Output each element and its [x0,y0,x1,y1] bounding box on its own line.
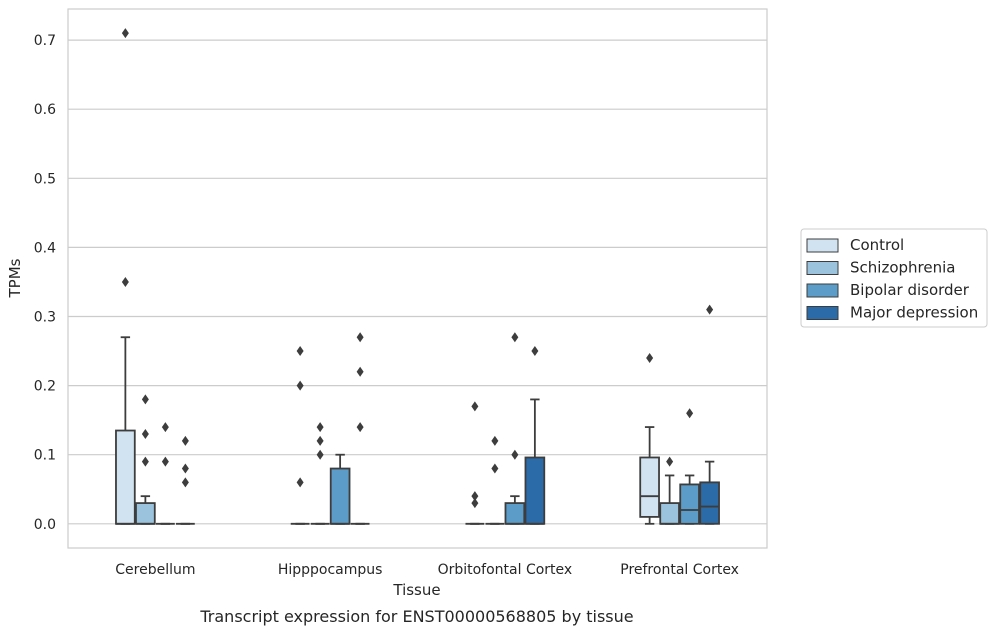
outlier-point [296,380,304,391]
outlier-point [706,304,714,315]
x-tick-label: Prefrontal Cortex [620,562,739,578]
box-3-1 [659,456,680,525]
outlier-point [181,435,189,446]
box-0-2 [155,422,175,525]
box-2-0 [465,401,485,525]
legend-swatch [806,261,839,275]
legend-frame [800,228,988,328]
legend-label: Control [850,236,904,254]
box-1-2 [329,453,351,525]
box-3-2 [679,408,700,525]
legend-swatch [806,306,839,320]
box-body [135,502,156,525]
outlier-point [181,463,189,474]
box-body [639,456,660,518]
outlier-point [121,276,129,287]
x-axis-title: Tissue [392,581,440,599]
y-tick-label: 0.2 [34,379,56,395]
legend-swatch [806,238,839,253]
outlier-point [471,498,479,509]
y-tick-label: 0.5 [34,171,56,187]
outlier-point [141,456,149,467]
box-0-3 [175,435,195,525]
outlier-point [471,401,479,412]
y-tick-label: 0.3 [34,310,56,326]
outlier-point [666,456,674,467]
x-tick-label: Cerebellum [115,562,195,578]
box-body [329,467,351,525]
box-body [699,481,720,525]
outlier-point [471,491,479,502]
outlier-point [161,422,169,433]
box-2-2 [504,332,526,525]
outlier-point [316,422,324,433]
y-tick-label: 0.4 [34,240,56,256]
y-axis-title: TPMs [6,258,24,298]
box-body [115,429,136,525]
outlier-point [491,463,499,474]
outlier-point [181,477,189,488]
x-tick-label: Hipppocampus [278,562,383,578]
outlier-point [316,449,324,460]
box-2-1 [485,435,505,525]
y-tick-label: 0.7 [34,33,56,49]
y-axis-ticks: 0.0 0.1 0.2 0.3 0.4 0.5 0.6 0.7 [34,33,56,533]
plot-frame [67,8,768,549]
outlier-point [161,456,169,467]
grid-lines [68,39,767,525]
box-1-3 [350,332,370,525]
legend: Control Schizophrenia Bipolar disorder Majo… [800,228,988,328]
y-tick-label: 0.1 [34,448,56,464]
y-tick-label: 0.6 [34,102,56,118]
y-tick-label: 0.0 [34,517,56,533]
legend-swatch [806,283,839,298]
outlier-point [356,332,364,343]
outlier-point [646,352,654,363]
box-1-1 [310,422,330,525]
box-2-3 [524,346,546,525]
legend-label: Schizophrenia [850,259,955,277]
legend-label: Major depression [850,304,978,322]
plot-marks [115,28,720,525]
outlier-point [296,477,304,488]
box-0-1 [135,394,156,525]
outlier-point [316,435,324,446]
box-body [679,483,700,525]
box-body [524,456,546,525]
x-tick-label: Orbitofontal Cortex [438,562,573,578]
legend-label: Bipolar disorder [850,281,970,299]
box-0-0 [115,28,136,525]
x-axis-ticks: Cerebellum Hipppocampus Orbitofontal Corte… [115,562,739,578]
outlier-point [531,346,539,357]
box-3-0 [639,352,660,525]
outlier-point [296,346,304,357]
outlier-point [511,332,519,343]
outlier-point [686,408,694,419]
outlier-point [491,435,499,446]
chart-caption: Transcript expression for ENST0000056880… [199,607,633,626]
box-body [659,502,680,525]
box-3-3 [699,304,720,525]
outlier-point [141,394,149,405]
outlier-point [141,428,149,439]
outlier-point [356,366,364,377]
outlier-point [356,422,364,433]
outlier-point [511,449,519,460]
box-body [504,502,526,525]
outlier-point [121,28,129,39]
box-1-0 [290,346,310,525]
